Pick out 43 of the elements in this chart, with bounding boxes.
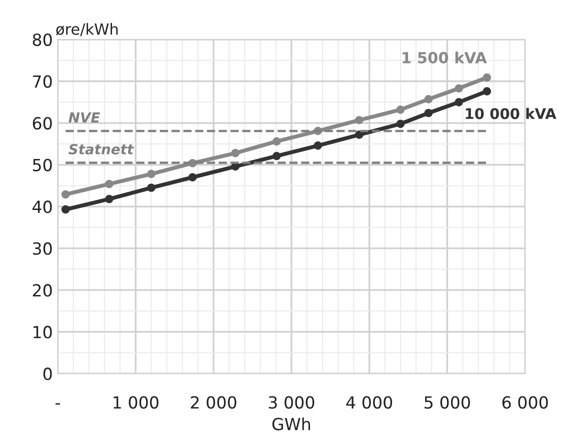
y-tick-label: 50 (33, 158, 52, 172)
point (355, 116, 364, 124)
x-tick-label: 3 000 (268, 396, 314, 409)
x-tick-label: 4 000 (346, 396, 392, 409)
point (147, 170, 156, 178)
point (454, 84, 464, 93)
y-tick-label: 40 (32, 200, 52, 214)
point (314, 141, 322, 150)
y-tick-label: 20 (32, 284, 52, 297)
series-label: 10 000 kVA (466, 108, 556, 120)
point (454, 98, 464, 106)
y-tick-label: 70 (33, 75, 52, 88)
y-tick-label: 60 (32, 116, 52, 130)
y-axis-title: øre/kWh (56, 23, 118, 36)
point (105, 194, 114, 204)
point (396, 106, 405, 114)
y-tick-label: 30 (32, 242, 52, 255)
point (272, 152, 281, 160)
point (272, 137, 281, 146)
point (482, 73, 492, 82)
point (482, 87, 492, 96)
y-tick-label: 10 (34, 326, 52, 338)
point (61, 205, 70, 214)
point (396, 120, 405, 128)
x-tick-label: 1 000 (114, 396, 158, 409)
point (147, 184, 156, 192)
x-tick-label: 5 000 (424, 396, 470, 409)
point (231, 148, 240, 158)
y-tick-label: 80 (32, 33, 52, 46)
x-tick-label: - (56, 403, 60, 405)
point (61, 190, 70, 199)
ref-line-label: Statnett (68, 144, 134, 154)
point (424, 95, 433, 104)
x-tick-label: 6 000 (502, 396, 548, 409)
point (105, 180, 114, 188)
point (424, 108, 433, 118)
ref-line-label: NVE (68, 112, 100, 123)
point (188, 173, 197, 182)
x-axis-title: GWh (272, 417, 310, 430)
point (355, 130, 364, 139)
series-label: 1 500 kVA (402, 52, 487, 64)
x-tick-label: 2 000 (190, 396, 236, 409)
y-tick-label: 0 (43, 368, 52, 380)
